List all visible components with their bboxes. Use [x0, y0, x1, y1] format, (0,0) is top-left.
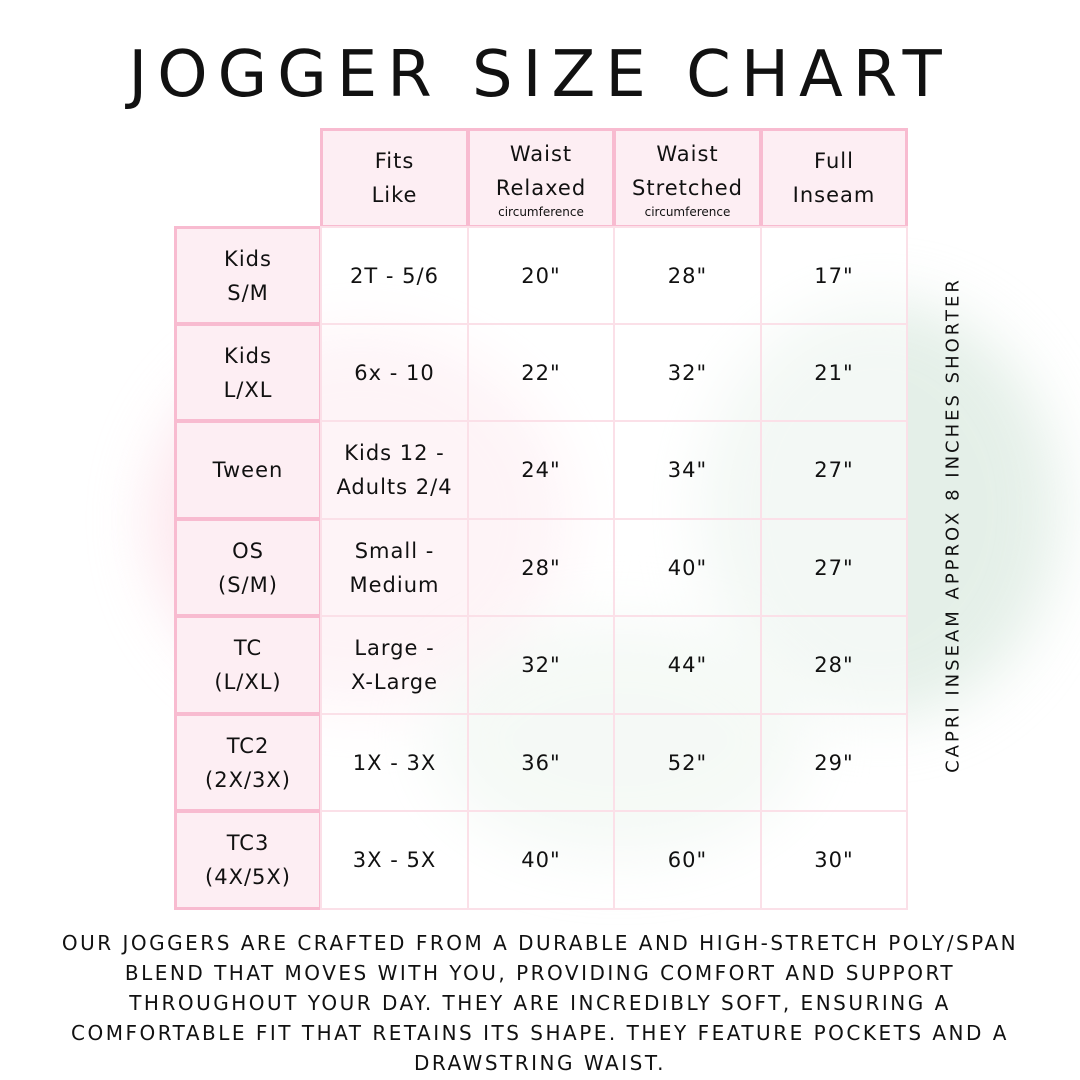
cell-text: (L/XL)	[214, 670, 282, 694]
cell-text: 36"	[521, 750, 561, 775]
cell-text: Large -	[354, 636, 435, 660]
cell-text: Waist	[509, 142, 573, 166]
description: Our joggers are crafted from a durable a…	[61, 931, 1019, 1075]
cell-text: 17"	[814, 263, 854, 288]
cell-text: Kids	[224, 246, 272, 271]
cell-text: (4X/5X)	[205, 865, 291, 889]
cell-text: TC	[233, 636, 263, 660]
cell-text: S/M	[227, 280, 269, 305]
cell-text: Tween	[212, 458, 284, 482]
cell-text: 32"	[521, 653, 561, 677]
cell-waist-relaxed: 22"	[467, 323, 615, 422]
cell-waist-stretched: 32"	[613, 323, 762, 422]
cell-text: 28"	[814, 653, 854, 677]
cell-full-inseam: 29"	[760, 713, 908, 812]
cell-text: 40"	[521, 848, 561, 872]
cell-text: Relaxed	[495, 176, 587, 200]
cell-text: 27"	[814, 555, 854, 580]
cell-text: 60"	[667, 848, 708, 872]
cell-text: Full	[814, 149, 854, 173]
cell-full-inseam: 28"	[760, 615, 908, 715]
cell-fits-like: Kids 12 - Adults 2/4	[320, 420, 469, 520]
cell-full-inseam: 27"	[760, 420, 908, 520]
cell-text: TC2	[226, 733, 270, 758]
cell-full-inseam: 30"	[760, 810, 908, 910]
cell-text: 28"	[667, 263, 708, 288]
row-header-size: Tween	[174, 420, 322, 520]
cell-text: Small -	[354, 538, 435, 563]
row-header-size: TC3 (4X/5X)	[174, 810, 322, 910]
cell-waist-relaxed: 40"	[467, 810, 615, 910]
cell-text: 6x - 10	[354, 360, 435, 385]
cell-waist-relaxed: 36"	[467, 713, 615, 812]
row-header-size: TC (L/XL)	[174, 615, 322, 715]
cell-fits-like: 3X - 5X	[320, 810, 469, 910]
cell-text: Kids	[224, 343, 272, 368]
cell-waist-relaxed: 24"	[467, 420, 615, 520]
cell-text: Waist	[656, 142, 719, 166]
column-header: Waist Stretched circumference	[613, 128, 762, 228]
cell-text: 20"	[521, 263, 561, 288]
cell-full-inseam: 17"	[760, 226, 908, 325]
cell-subtext: circumference	[644, 205, 731, 219]
column-header: Waist Relaxed circumference	[467, 128, 615, 228]
cell-text: Stretched	[632, 176, 743, 200]
cell-text: Adults 2/4	[336, 475, 453, 499]
column-header: Fits Like	[320, 128, 469, 228]
cell-text: Medium	[349, 572, 440, 597]
row-header-size: OS (S/M)	[174, 518, 322, 617]
cell-text: TC3	[226, 831, 270, 855]
cell-waist-stretched: 44"	[613, 615, 762, 715]
cell-fits-like: Large - X-Large	[320, 615, 469, 715]
cell-text: 1X - 3X	[352, 750, 437, 775]
cell-waist-stretched: 60"	[613, 810, 762, 910]
cell-text: 27"	[814, 458, 854, 482]
cell-text: (S/M)	[218, 572, 278, 597]
cell-text: 29"	[814, 750, 854, 775]
cell-full-inseam: 27"	[760, 518, 908, 617]
capri-note: CAPRI INSEAM APPROX 8 INCHES SHORTER	[942, 277, 964, 773]
cell-full-inseam: 21"	[760, 323, 908, 422]
cell-text: X-Large	[350, 670, 438, 694]
cell-waist-stretched: 40"	[613, 518, 762, 617]
cell-text: 22"	[521, 360, 561, 385]
cell-text: 28"	[521, 555, 561, 580]
cell-text: Inseam	[792, 183, 876, 207]
cell-text: 40"	[667, 555, 708, 580]
cell-text: Kids 12 -	[344, 441, 445, 465]
cell-fits-like: 2T - 5/6	[320, 226, 469, 325]
cell-waist-relaxed: 20"	[467, 226, 615, 325]
row-header-size: Kids L/XL	[174, 323, 322, 422]
row-header-size: TC2 (2X/3X)	[174, 713, 322, 812]
cell-waist-stretched: 52"	[613, 713, 762, 812]
column-header: Full Inseam	[760, 128, 908, 228]
cell-subtext: circumference	[498, 205, 584, 219]
cell-fits-like: 6x - 10	[320, 323, 469, 422]
cell-waist-stretched: 28"	[613, 226, 762, 325]
cell-text: 3X - 5X	[352, 848, 437, 872]
cell-text: Like	[371, 183, 418, 207]
cell-text: 21"	[814, 360, 854, 385]
cell-text: Fits	[374, 149, 415, 173]
cell-text: 34"	[667, 458, 708, 482]
cell-fits-like: 1X - 3X	[320, 713, 469, 812]
cell-text: OS	[232, 538, 264, 563]
page-title: JOGGER SIZE CHART	[128, 38, 952, 112]
cell-text: 24"	[521, 458, 561, 482]
cell-text: 44"	[667, 653, 708, 677]
cell-text: (2X/3X)	[205, 767, 291, 792]
cell-fits-like: Small - Medium	[320, 518, 469, 617]
cell-text: 2T - 5/6	[350, 263, 439, 288]
cell-text: 30"	[814, 848, 854, 872]
cell-text: L/XL	[223, 377, 273, 402]
cell-waist-relaxed: 32"	[467, 615, 615, 715]
cell-text: 52"	[667, 750, 708, 775]
cell-waist-stretched: 34"	[613, 420, 762, 520]
row-header-size: Kids S/M	[174, 226, 322, 325]
cell-text: 32"	[667, 360, 708, 385]
cell-waist-relaxed: 28"	[467, 518, 615, 617]
